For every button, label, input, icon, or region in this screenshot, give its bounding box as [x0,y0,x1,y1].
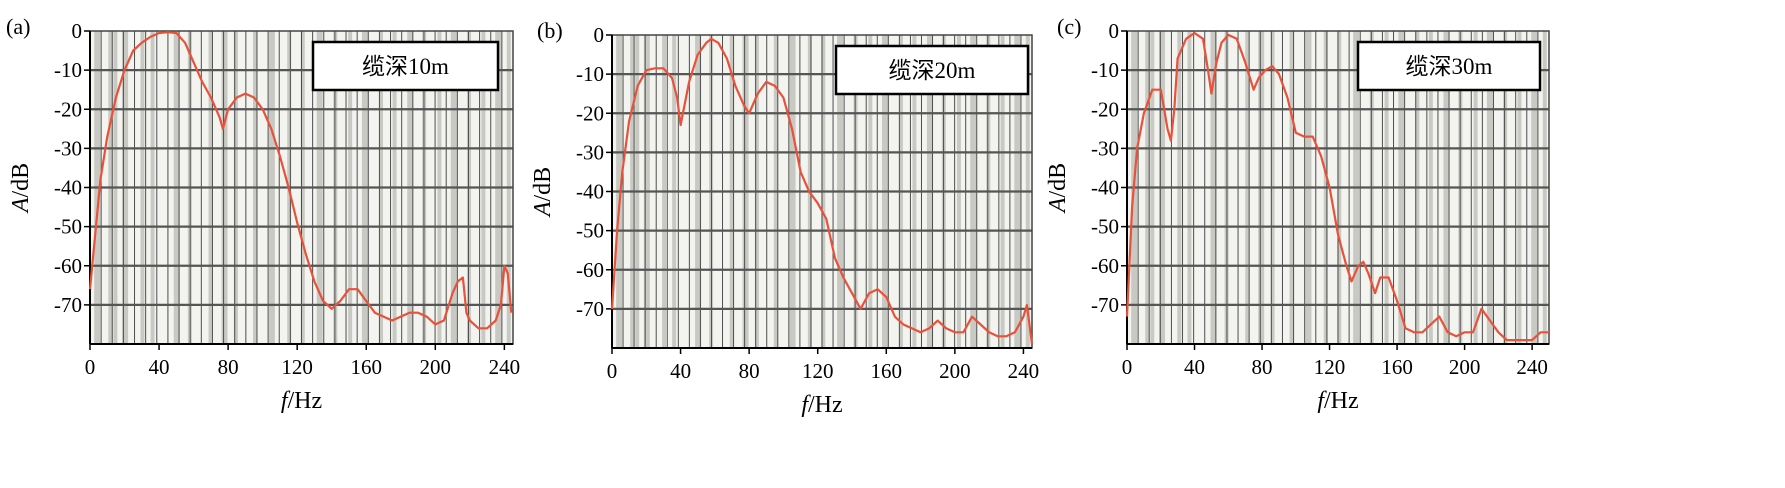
y-axis-label: A/dB [1045,163,1071,214]
y-tick-label: -40 [576,180,604,204]
y-tick-label: 0 [594,23,605,47]
x-tick-label: 160 [350,355,382,379]
x-tick-label: 80 [1252,355,1273,379]
y-tick-label: -50 [576,219,604,243]
x-tick-label: 120 [1314,355,1346,379]
x-tick-label: 200 [939,359,971,383]
y-axis-variable: A [8,197,34,214]
y-tick-label: -70 [1091,293,1119,317]
panel-c: (c) 0 -10 -20 -30 -40 -50 -60 -70 0 40 80 120 160 200 2… [1045,14,1550,414]
x-tick-label: 0 [607,359,618,383]
x-axis-variable: f [281,388,291,414]
y-tick-label: -30 [1091,136,1119,160]
x-tick-label: 80 [218,355,239,379]
panel-label: (b) [537,18,563,43]
series-line [610,37,1034,345]
legend-box [311,40,500,92]
y-axis-unit: /dB [8,163,34,198]
y-tick-label: -10 [576,62,604,86]
x-axis-variable: f [1317,388,1327,414]
y-axis-unit: /dB [1045,163,1071,198]
y-tick-label: -60 [54,254,82,278]
y-axis-label: A/dB [530,167,556,218]
x-axis-unit: /Hz [808,392,843,418]
x-tick-label: 160 [1381,355,1413,379]
series-line [1125,31,1549,342]
x-tick-label: 240 [1008,359,1040,383]
x-axis-unit: /Hz [1324,388,1359,414]
x-tick-label: 40 [149,355,170,379]
y-tick-label: -60 [576,258,604,282]
y-tick-label: -60 [1091,254,1119,278]
legend-box [834,44,1030,96]
x-axis-variable: f [801,392,811,418]
x-axis-unit: /Hz [288,388,323,414]
y-axis-variable: A [530,201,556,218]
y-tick-label: -10 [54,58,82,82]
panel-label: (c) [1057,14,1081,39]
y-tick-label: 0 [1109,19,1120,43]
y-tick-label: 0 [72,19,83,43]
x-tick-label: 40 [1184,355,1205,379]
y-tick-label: -40 [54,176,82,200]
x-tick-label: 200 [420,355,452,379]
x-tick-label: 0 [1122,355,1133,379]
legend-box [1356,40,1542,92]
x-tick-label: 240 [489,355,521,379]
y-axis-variable: A [1045,197,1071,214]
x-axis-label: f/Hz [281,388,322,414]
y-tick-label: -30 [54,136,82,160]
y-tick-label: -50 [54,215,82,239]
y-tick-label: -40 [1091,176,1119,200]
legend-text: 缆深10m [362,54,449,79]
x-tick-label: 160 [871,359,903,383]
x-axis-label: f/Hz [801,392,842,418]
y-tick-label: -30 [576,140,604,164]
y-tick-label: -20 [1091,97,1119,121]
x-tick-label: 0 [85,355,96,379]
horizontal-grid [1127,69,1549,306]
x-tick-label: 80 [739,359,760,383]
x-tick-label: 120 [281,355,313,379]
y-axis-unit: /dB [530,167,556,202]
panel-a: (a) 0 -10 -20 -30 -40 -50 -60 -70 0 40 80 120 160 200 2… [6,14,520,414]
legend-text: 缆深20m [889,58,976,83]
x-tick-label: 120 [802,359,834,383]
y-tick-label: -10 [1091,58,1119,82]
x-axis-label: f/Hz [1317,388,1358,414]
x-tick-label: 40 [670,359,691,383]
y-axis-label: A/dB [8,163,34,214]
series-line [88,31,513,330]
y-tick-label: -20 [576,101,604,125]
y-tick-label: -70 [576,297,604,321]
legend-text: 缆深30m [1406,54,1493,79]
panel-b: (b) 0 -10 -20 -30 -40 -50 -60 -70 0 40 80 120 160 200 2… [530,18,1039,418]
x-tick-label: 240 [1516,355,1548,379]
x-tick-label: 200 [1449,355,1481,379]
y-tick-label: -20 [54,97,82,121]
panel-label: (a) [6,14,30,39]
y-tick-label: -50 [1091,215,1119,239]
y-tick-label: -70 [54,293,82,317]
